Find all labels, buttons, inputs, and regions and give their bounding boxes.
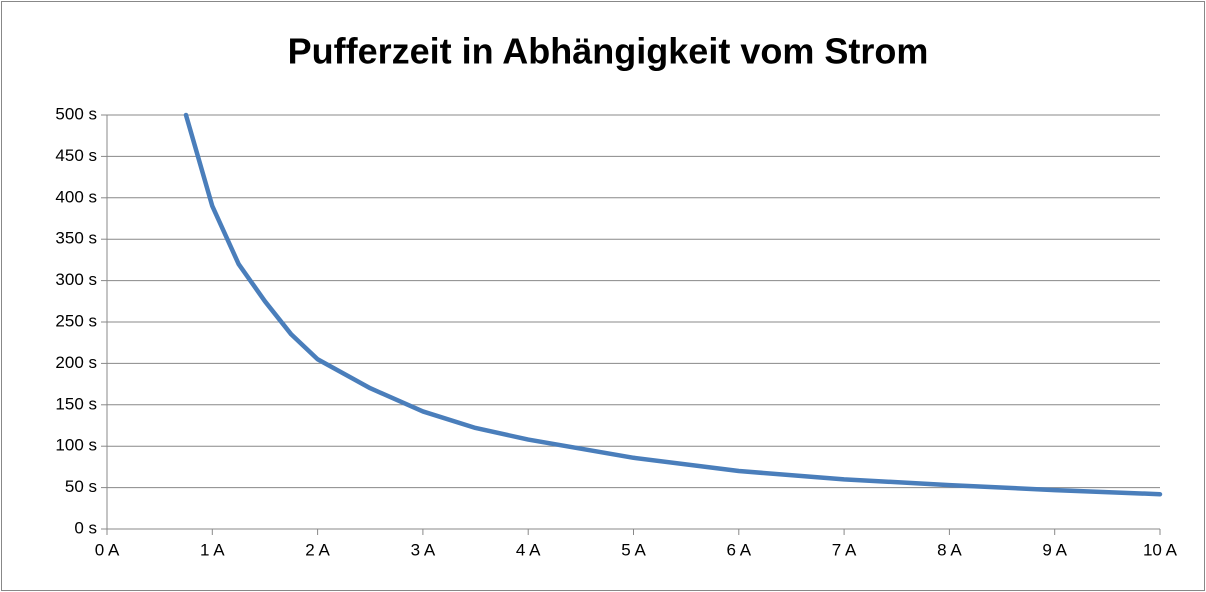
- y-tick-label: 100 s: [55, 436, 97, 455]
- x-tick-label: 9 A: [1042, 540, 1067, 559]
- x-tick-label: 3 A: [411, 540, 436, 559]
- chart-title: Pufferzeit in Abhängigkeit vom Strom: [288, 31, 929, 72]
- x-tick-label: 6 A: [727, 540, 752, 559]
- y-tick-label: 450 s: [55, 146, 97, 165]
- y-tick-label: 500 s: [55, 104, 97, 123]
- x-tick-label: 0 A: [95, 540, 120, 559]
- x-tick-label: 8 A: [937, 540, 962, 559]
- x-tick-label: 10 A: [1143, 540, 1178, 559]
- y-tick-label: 200 s: [55, 353, 97, 372]
- x-tick-label: 5 A: [621, 540, 646, 559]
- y-tick-label: 400 s: [55, 187, 97, 206]
- y-tick-label: 150 s: [55, 394, 97, 413]
- y-tick-label: 50 s: [65, 477, 97, 496]
- x-tick-label: 1 A: [200, 540, 225, 559]
- x-tick-label: 4 A: [516, 540, 541, 559]
- y-tick-label: 300 s: [55, 270, 97, 289]
- line-series: [183, 112, 1163, 497]
- x-tick-label: 2 A: [305, 540, 330, 559]
- y-tick-label: 350 s: [55, 229, 97, 248]
- x-tick-label: 7 A: [832, 540, 857, 559]
- y-tick-label: 250 s: [55, 311, 97, 330]
- y-tick-label: 0 s: [74, 518, 97, 537]
